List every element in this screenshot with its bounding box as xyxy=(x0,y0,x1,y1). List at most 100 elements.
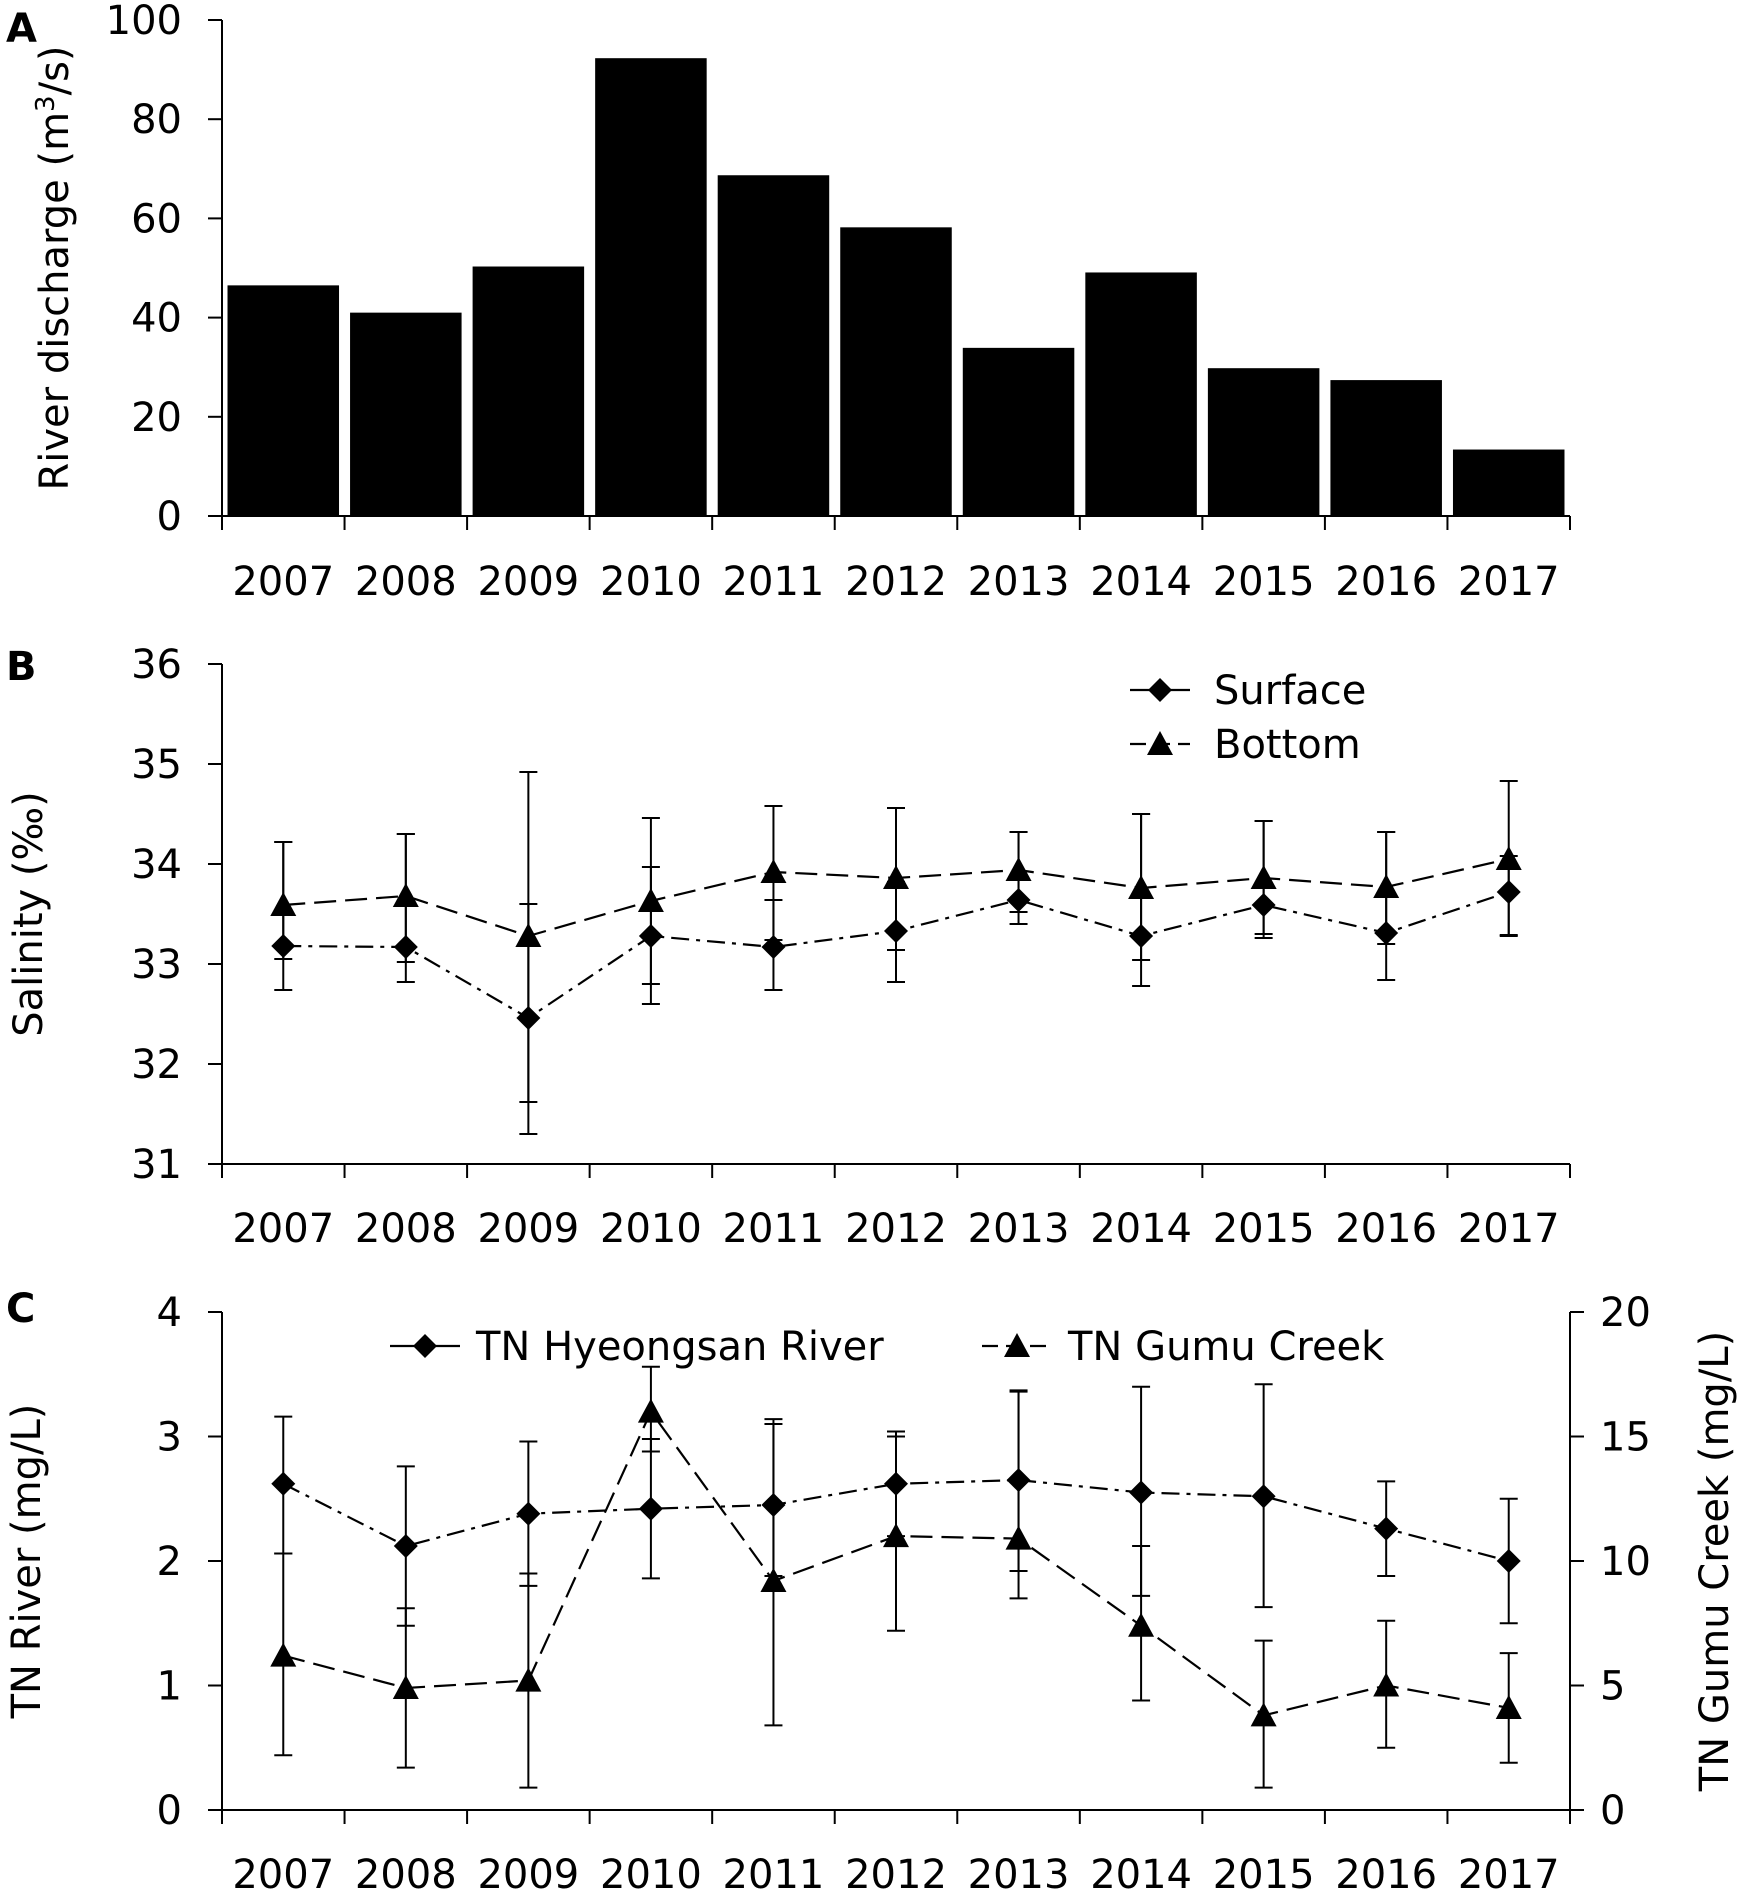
data-point-diamond xyxy=(516,1501,541,1526)
data-point-triangle xyxy=(1005,1525,1032,1550)
y-tick-label: 80 xyxy=(131,97,182,143)
x-tick-label: 2008 xyxy=(355,1852,457,1893)
panel-a: A 0 20 40 60 80 100 2007 2008 2009 2010 2011 2012 201… xyxy=(6,0,1571,605)
data-point-triangle xyxy=(1128,1612,1155,1637)
y-right-tick-label: 10 xyxy=(1600,1539,1651,1585)
x-tick-label: 2014 xyxy=(1090,559,1192,605)
x-tick-label: 2017 xyxy=(1458,1852,1560,1893)
y-tick-label: 32 xyxy=(131,1042,182,1088)
data-point-triangle xyxy=(1495,1694,1522,1719)
y-tick-label: 33 xyxy=(131,942,182,988)
data-point-triangle xyxy=(637,888,664,913)
y-axis-title-superscript: 3 xyxy=(31,95,61,112)
legend-label: TN Hyeongsan River xyxy=(475,1324,884,1370)
bar-2015 xyxy=(1207,368,1320,516)
data-point-triangle xyxy=(392,1674,419,1700)
bar-2009 xyxy=(472,266,585,516)
x-tick-label: 2017 xyxy=(1458,1206,1560,1252)
x-tick-label: 2009 xyxy=(477,1852,579,1893)
bar-2012 xyxy=(840,227,952,516)
x-tick-label: 2011 xyxy=(723,1852,825,1893)
y-tick-label: 34 xyxy=(131,842,182,888)
data-point-triangle xyxy=(515,1667,542,1692)
data-point-triangle xyxy=(1250,865,1277,890)
y-axis-title-main: River discharge (m xyxy=(32,112,78,491)
data-point-triangle xyxy=(270,892,297,917)
bar-2014 xyxy=(1085,272,1197,516)
y-right-tick-label: 5 xyxy=(1600,1664,1625,1710)
x-tick-label: 2008 xyxy=(355,559,457,605)
y-tick-label: 3 xyxy=(157,1415,182,1461)
y-tick-label: 20 xyxy=(131,395,182,441)
y-right-tick-label: 20 xyxy=(1600,1290,1651,1336)
y-tick-label: 31 xyxy=(131,1142,182,1188)
data-point-triangle xyxy=(515,923,542,948)
bar-2011 xyxy=(717,175,830,517)
x-tick-label: 2011 xyxy=(723,1206,825,1252)
data-point-diamond xyxy=(271,1471,296,1496)
y-right-tick-label: 15 xyxy=(1600,1415,1651,1461)
x-tick-label: 2016 xyxy=(1335,1206,1437,1252)
x-tick-label: 2014 xyxy=(1090,1852,1192,1893)
bar-2008 xyxy=(350,312,462,516)
y-axis-right-title: TN Gumu Creek (mg/L) xyxy=(1692,1331,1738,1792)
y-tick-label: 35 xyxy=(131,742,182,788)
x-tick-label: 2014 xyxy=(1090,1206,1192,1252)
y-tick-label: 36 xyxy=(131,642,182,688)
x-tick-label: 2009 xyxy=(477,1206,579,1252)
panel-b: B 31 32 33 34 35 36 2007 2008 2009 2010 2011 2012 201… xyxy=(6,642,1571,1252)
bar-2016 xyxy=(1330,380,1442,516)
x-tick-label: 2015 xyxy=(1213,559,1315,605)
x-tick-label: 2013 xyxy=(968,1206,1070,1252)
data-point-triangle xyxy=(760,859,787,884)
panel-c: C 0 1 2 3 4 0 5 10 15 20 2007 2008 2009 2010 2011 2012 20… xyxy=(4,1286,1738,1893)
data-point-triangle xyxy=(392,883,419,908)
legend-label: Bottom xyxy=(1214,722,1361,768)
legend-marker-diamond xyxy=(413,1334,437,1358)
x-tick-label: 2012 xyxy=(845,559,947,605)
y-axis-title: Salinity (‰) xyxy=(6,791,52,1037)
x-tick-label: 2013 xyxy=(968,559,1070,605)
data-point-triangle xyxy=(883,865,909,890)
x-tick-label: 2017 xyxy=(1458,559,1560,605)
y-tick-label: 1 xyxy=(157,1664,182,1710)
x-tick-label: 2011 xyxy=(723,559,825,605)
data-point-diamond xyxy=(1496,1549,1521,1573)
x-tick-label: 2010 xyxy=(600,1852,702,1893)
data-point-triangle xyxy=(1005,857,1032,882)
y-tick-label: 60 xyxy=(131,196,182,242)
x-tick-label: 2008 xyxy=(355,1206,457,1252)
y-tick-label: 40 xyxy=(131,296,182,342)
x-tick-label: 2016 xyxy=(1335,559,1437,605)
x-tick-label: 2015 xyxy=(1213,1206,1315,1252)
data-point-triangle xyxy=(760,1567,787,1592)
data-point-diamond xyxy=(638,1496,663,1521)
legend-marker-diamond xyxy=(1148,678,1172,702)
legend-label: TN Gumu Creek xyxy=(1067,1324,1385,1370)
data-point-triangle xyxy=(883,1523,909,1548)
data-point-triangle xyxy=(1250,1702,1277,1727)
panel-letter-c: C xyxy=(6,1286,35,1332)
y-tick-label: 4 xyxy=(157,1290,182,1336)
legend-marker-triangle xyxy=(1147,731,1173,756)
data-point-diamond xyxy=(1129,1480,1154,1505)
x-tick-label: 2015 xyxy=(1213,1852,1315,1893)
x-tick-label: 2007 xyxy=(232,1852,334,1893)
y-tick-label: 100 xyxy=(106,0,182,44)
x-tick-label: 2016 xyxy=(1335,1852,1437,1893)
legend-label: Surface xyxy=(1214,668,1366,714)
bar-2010 xyxy=(595,58,707,516)
panel-letter-b: B xyxy=(6,644,37,690)
x-tick-label: 2007 xyxy=(232,1206,334,1252)
data-point-diamond xyxy=(1251,1484,1276,1509)
bar-2013 xyxy=(962,347,1075,516)
data-point-diamond xyxy=(393,1534,418,1559)
data-point-triangle xyxy=(637,1398,664,1423)
data-point-triangle xyxy=(1128,875,1155,900)
y-axis-title-tail: /s) xyxy=(32,45,78,95)
data-point-diamond xyxy=(1374,1516,1399,1541)
data-point-triangle xyxy=(270,1642,297,1667)
x-tick-label: 2012 xyxy=(845,1852,947,1893)
y-tick-label: 0 xyxy=(157,1788,182,1834)
